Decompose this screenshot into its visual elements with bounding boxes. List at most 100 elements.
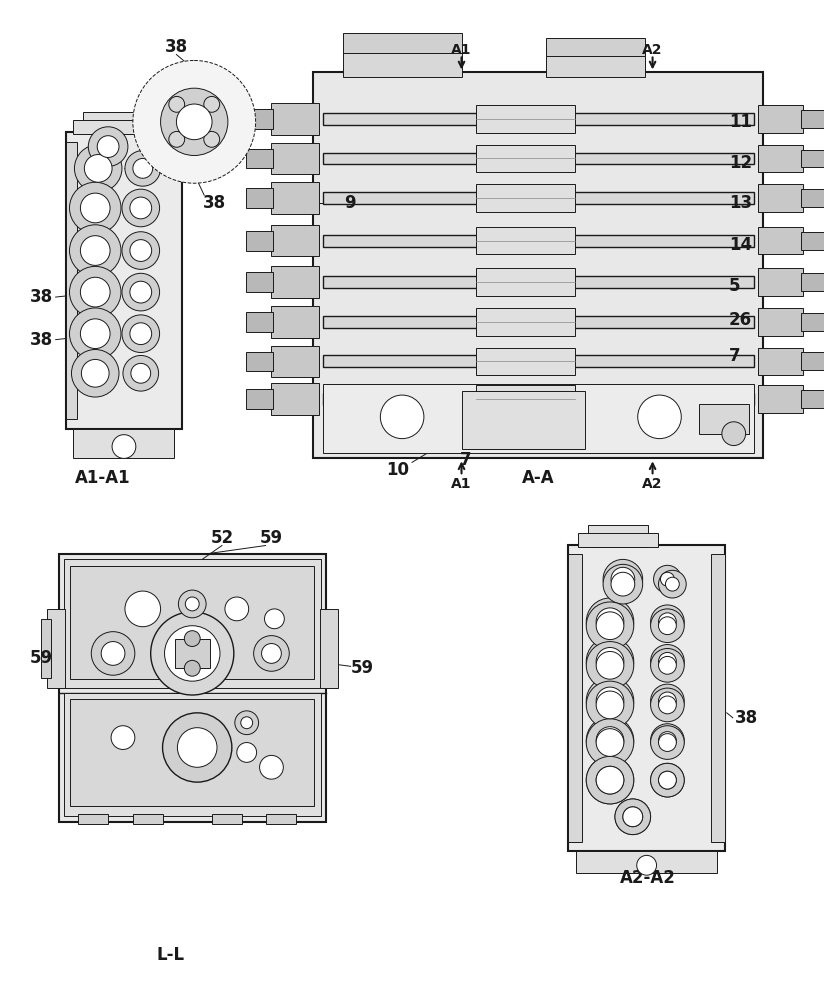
Circle shape bbox=[622, 807, 642, 827]
Bar bbox=[84, 112, 142, 134]
Bar bbox=[74, 120, 152, 134]
Bar bbox=[757, 385, 802, 413]
Bar bbox=[79, 814, 108, 824]
Circle shape bbox=[595, 648, 623, 675]
Bar bbox=[576, 851, 716, 873]
Bar bbox=[800, 189, 826, 207]
Bar bbox=[271, 103, 318, 135]
Text: 14: 14 bbox=[728, 236, 751, 254]
Circle shape bbox=[111, 726, 135, 749]
Circle shape bbox=[614, 799, 650, 835]
Bar bbox=[545, 38, 644, 56]
Bar bbox=[323, 355, 753, 367]
Circle shape bbox=[80, 277, 110, 307]
Circle shape bbox=[184, 660, 200, 676]
Bar bbox=[246, 231, 273, 251]
Circle shape bbox=[595, 687, 623, 715]
Bar bbox=[800, 150, 826, 167]
Circle shape bbox=[586, 638, 633, 685]
Circle shape bbox=[101, 642, 125, 665]
Circle shape bbox=[235, 711, 258, 735]
Bar bbox=[568, 554, 581, 842]
Circle shape bbox=[650, 648, 683, 682]
Circle shape bbox=[650, 609, 683, 643]
Bar bbox=[246, 188, 273, 208]
Circle shape bbox=[162, 713, 232, 782]
Bar bbox=[323, 384, 753, 453]
Bar bbox=[65, 132, 182, 429]
Bar bbox=[757, 348, 802, 375]
Circle shape bbox=[203, 131, 219, 147]
Circle shape bbox=[125, 151, 160, 186]
Text: A1-A1: A1-A1 bbox=[75, 469, 131, 487]
Circle shape bbox=[69, 266, 121, 318]
Circle shape bbox=[657, 692, 676, 710]
Bar bbox=[342, 33, 461, 53]
Circle shape bbox=[69, 225, 121, 276]
Circle shape bbox=[657, 771, 676, 789]
Circle shape bbox=[71, 350, 119, 397]
Bar bbox=[319, 609, 337, 688]
Bar bbox=[271, 143, 318, 174]
Bar bbox=[800, 232, 826, 250]
Circle shape bbox=[177, 728, 217, 767]
Circle shape bbox=[132, 60, 256, 183]
Text: 38: 38 bbox=[30, 331, 53, 349]
Text: 26: 26 bbox=[728, 311, 751, 329]
Circle shape bbox=[130, 240, 151, 261]
Bar bbox=[476, 308, 575, 336]
Circle shape bbox=[169, 131, 184, 147]
Bar bbox=[757, 105, 802, 133]
Bar bbox=[757, 308, 802, 336]
Circle shape bbox=[178, 590, 206, 618]
Text: 5: 5 bbox=[728, 277, 739, 295]
Text: 12: 12 bbox=[728, 154, 751, 172]
Bar bbox=[568, 545, 724, 851]
Circle shape bbox=[81, 359, 109, 387]
Text: A1: A1 bbox=[451, 43, 471, 57]
Text: 38: 38 bbox=[165, 38, 188, 56]
Bar bbox=[698, 404, 748, 434]
Circle shape bbox=[165, 626, 220, 681]
Bar bbox=[65, 142, 78, 419]
Circle shape bbox=[650, 645, 683, 678]
Bar bbox=[800, 313, 826, 331]
Text: L-L: L-L bbox=[156, 946, 184, 964]
Bar bbox=[271, 182, 318, 214]
Circle shape bbox=[657, 696, 676, 714]
Text: A1: A1 bbox=[451, 477, 471, 491]
Bar bbox=[246, 389, 273, 409]
Bar bbox=[246, 272, 273, 292]
Bar bbox=[323, 276, 753, 288]
Circle shape bbox=[650, 726, 683, 759]
Circle shape bbox=[160, 88, 227, 156]
Circle shape bbox=[660, 572, 673, 586]
Circle shape bbox=[657, 732, 676, 749]
Text: 10: 10 bbox=[386, 461, 409, 479]
Bar bbox=[476, 145, 575, 172]
Circle shape bbox=[122, 273, 160, 311]
Circle shape bbox=[586, 717, 633, 764]
Circle shape bbox=[622, 807, 642, 827]
Circle shape bbox=[657, 613, 676, 631]
Text: 11: 11 bbox=[728, 113, 751, 131]
Circle shape bbox=[130, 323, 151, 345]
Bar bbox=[271, 383, 318, 415]
Circle shape bbox=[586, 681, 633, 729]
Circle shape bbox=[80, 193, 110, 223]
Bar bbox=[587, 525, 647, 547]
Text: A2: A2 bbox=[642, 477, 662, 491]
Circle shape bbox=[132, 158, 152, 178]
Circle shape bbox=[184, 631, 200, 647]
Circle shape bbox=[122, 315, 160, 352]
Circle shape bbox=[185, 597, 199, 611]
Circle shape bbox=[636, 855, 656, 875]
Bar bbox=[271, 266, 318, 298]
Bar bbox=[246, 149, 273, 168]
Circle shape bbox=[84, 155, 112, 182]
Circle shape bbox=[225, 597, 248, 621]
Circle shape bbox=[131, 363, 151, 383]
Bar bbox=[41, 619, 50, 678]
Circle shape bbox=[650, 724, 683, 757]
Bar bbox=[342, 48, 461, 77]
